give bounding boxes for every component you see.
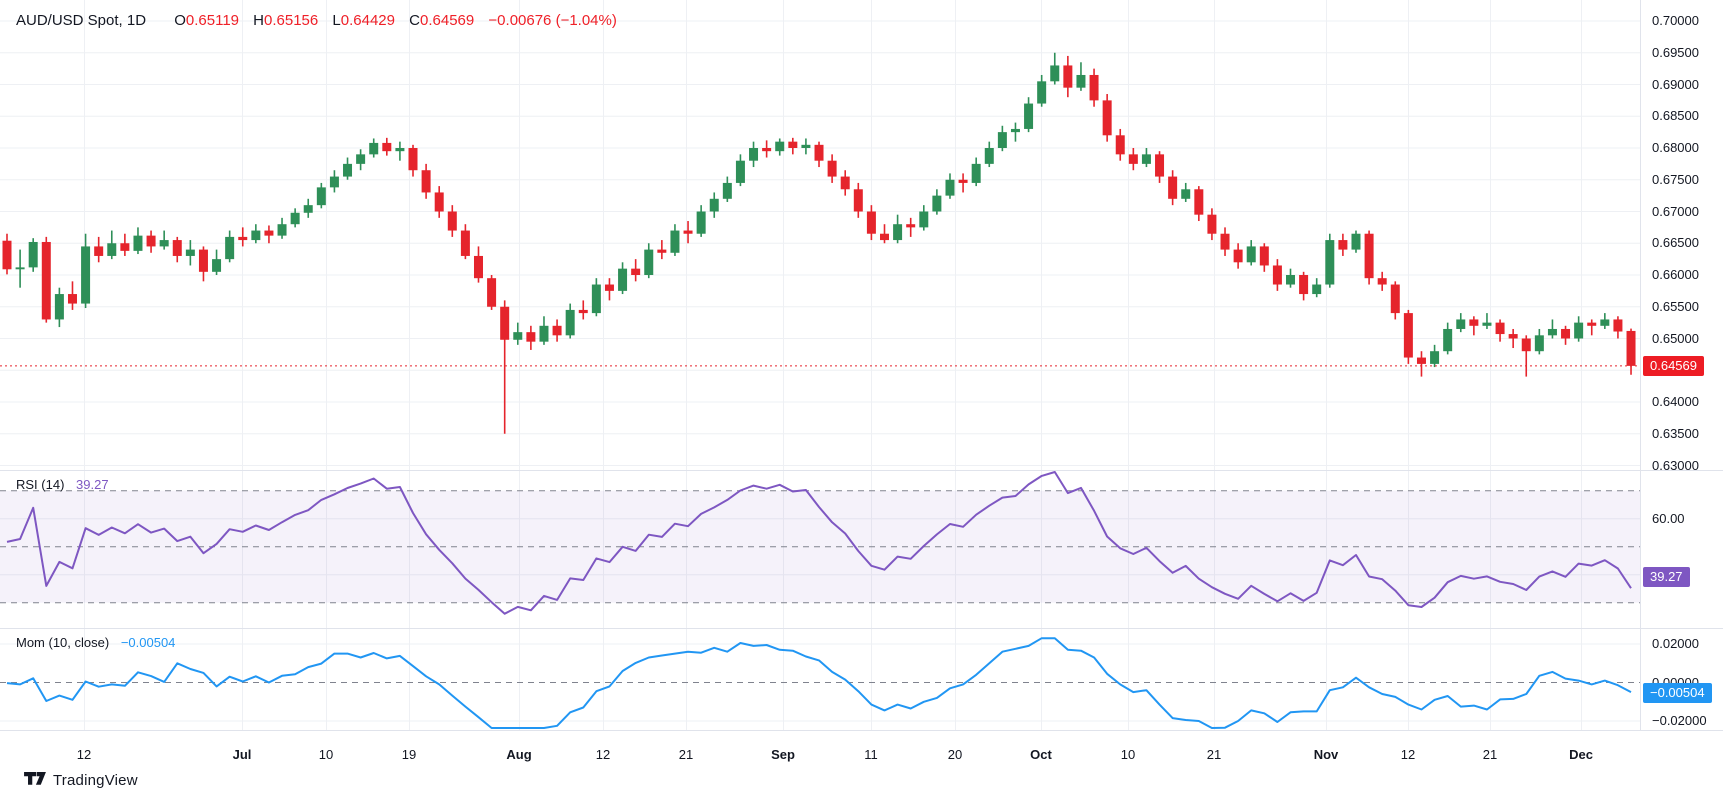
mom-tick-label: 0.02000 [1652, 636, 1699, 651]
price-tick-label: 0.65500 [1652, 298, 1699, 314]
low-value: 0.64429 [340, 12, 395, 29]
tradingview-logo-text: TradingView [53, 772, 138, 789]
time-label-day: 20 [947, 747, 963, 762]
open-value: 0.65119 [185, 12, 239, 29]
symbol-header: AUD/USD Spot, 1D O0.65119 H0.65156 L0.64… [16, 12, 617, 29]
price-tick-label: 0.67000 [1652, 203, 1699, 219]
price-tick-label: 0.66500 [1652, 235, 1699, 251]
time-label-month: Oct [1030, 747, 1052, 762]
time-label-day: 19 [401, 747, 417, 762]
rsi-last-value-badge: 39.27 [1643, 567, 1690, 587]
time-label-day: 11 [864, 747, 878, 762]
time-label-day: 12 [1400, 747, 1416, 762]
time-label-day: 10 [1120, 747, 1136, 762]
price-tick-label: 0.63000 [1652, 457, 1699, 473]
tradingview-mark-icon [24, 772, 46, 785]
low-label: L [332, 12, 341, 29]
rsi-pane-header: RSI (14) 39.27 [16, 477, 109, 492]
price-tick-label: 0.68500 [1652, 108, 1699, 124]
time-label-month: Jul [232, 747, 252, 762]
mom-title: Mom (10, close) [16, 635, 110, 650]
mom-value: −0.00504 [120, 635, 176, 650]
price-tick-label: 0.70000 [1652, 13, 1699, 28]
time-label-month: Aug [506, 747, 532, 762]
close-value: 0.64569 [420, 12, 475, 29]
chart-canvas[interactable] [0, 0, 1723, 765]
time-label-month: Dec [1569, 747, 1593, 762]
rsi-title: RSI (14) [16, 477, 65, 492]
mom-last-value-badge: −0.00504 [1643, 683, 1712, 703]
price-tick-label: 0.69500 [1652, 44, 1699, 60]
time-label-day: 10 [318, 747, 334, 762]
mom-pane-header: Mom (10, close) −0.00504 [16, 635, 175, 650]
time-label-month: Sep [771, 747, 795, 762]
price-tick-label: 0.68000 [1652, 140, 1699, 155]
close-label: C [409, 12, 421, 29]
price-tick-label: 0.64000 [1652, 394, 1699, 409]
high-label: H [253, 12, 265, 29]
price-tick-label: 0.67500 [1652, 171, 1699, 187]
change-value: −0.00676 (−1.04%) [488, 12, 617, 29]
rsi-value: 39.27 [76, 477, 109, 492]
last-price-badge: 0.64569 [1643, 356, 1704, 376]
time-label-day: 21 [1206, 747, 1222, 762]
mom-tick-label: −0.02000 [1652, 713, 1707, 728]
open-label: O [174, 12, 186, 29]
high-value: 0.65156 [264, 12, 319, 29]
price-tick-label: 0.66000 [1652, 267, 1699, 282]
price-tick-label: 0.63500 [1652, 425, 1699, 441]
time-label-day: 12 [76, 747, 92, 762]
time-label-day: 21 [1482, 747, 1498, 762]
time-label-day: 21 [678, 747, 694, 762]
rsi-tick-label: 60.00 [1652, 510, 1685, 526]
price-tick-label: 0.69000 [1652, 76, 1699, 92]
symbol-title: AUD/USD Spot, 1D [16, 12, 147, 29]
price-tick-label: 0.65000 [1652, 330, 1699, 346]
time-label-day: 12 [595, 747, 611, 762]
tradingview-logo[interactable]: TradingView [24, 772, 138, 789]
time-label-month: Nov [1313, 747, 1339, 762]
